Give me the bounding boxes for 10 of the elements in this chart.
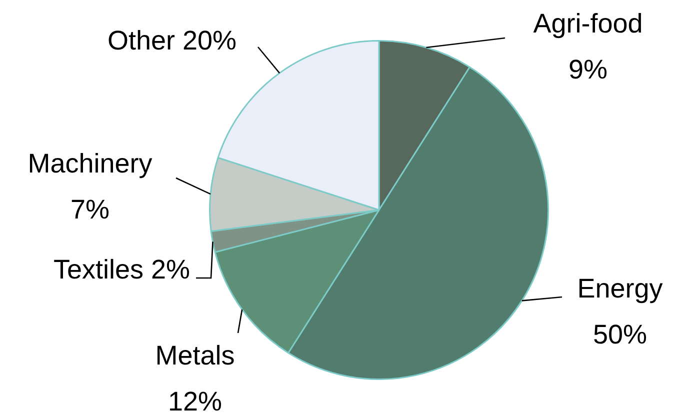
slice-label: Agri-food [533, 8, 643, 38]
slice-label: Machinery [28, 148, 153, 178]
slice-label: Textiles 2% [53, 254, 190, 284]
data-label: 50% [592, 319, 648, 350]
slice-label: Other 20% [107, 25, 237, 56]
data-label: 12% [168, 386, 222, 416]
slice-label: Metals [155, 340, 235, 370]
data-label: 9% [568, 54, 608, 84]
slice-label: Energy [577, 273, 664, 304]
data-label: 7% [70, 194, 110, 224]
